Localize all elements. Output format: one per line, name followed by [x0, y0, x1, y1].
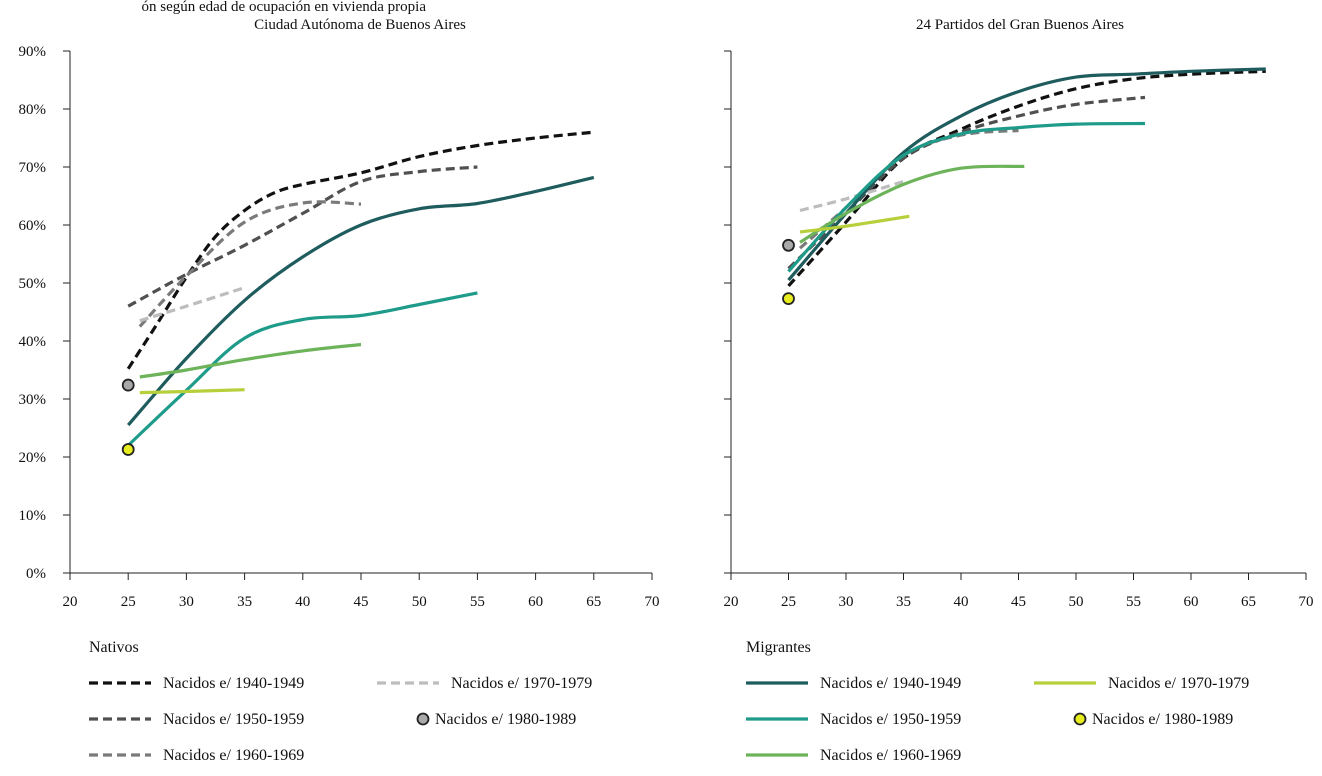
series-marker-nativos-1980-1989 [782, 238, 795, 252]
legend-item: Nacidos e/ 1950-1959 [746, 711, 961, 728]
series-marker-nativos-1980-1989 [121, 378, 135, 392]
plot-panel-2: 20 25 30 35 40 45 50 55 60 65 70 [724, 50, 1314, 610]
x-tick-label: 35 [237, 594, 252, 610]
legend-heading-migrantes: Migrantes [746, 639, 811, 656]
legend-item: Nacidos e/ 1980-1989 [416, 711, 576, 728]
series-line-nativos-1940-1949 [126, 130, 594, 370]
series-line-nativos-1940-1949 [787, 69, 1266, 287]
legend-item: Nacidos e/ 1950-1959 [89, 711, 304, 728]
x-tick-label: 65 [1241, 594, 1256, 610]
series-marker-migrantes-1980-1989 [782, 292, 795, 306]
series-line-nativos-1970-1979 [139, 286, 246, 323]
x-tick-label: 50 [412, 594, 427, 610]
series-line-migrantes-1960-1969 [799, 164, 1025, 244]
legend-label: Nacidos e/ 1980-1989 [1092, 711, 1233, 728]
series-line-nativos-1960-1969 [798, 128, 1019, 250]
legend-item: Nacidos e/ 1960-1969 [746, 747, 961, 764]
series-line-migrantes-1950-1959 [787, 121, 1146, 273]
legend-label: Nacidos e/ 1940-1949 [163, 675, 304, 692]
x-tick-label: 70 [1299, 594, 1314, 610]
x-tick-label: 30 [839, 594, 854, 610]
series-line-migrantes-1970-1979 [139, 388, 245, 395]
legend-item: Nacidos e/ 1940-1949 [89, 675, 304, 692]
series-marker-migrantes-1980-1989 [121, 443, 135, 456]
legend-label: Nacidos e/ 1980-1989 [435, 711, 576, 728]
legend-label: Nacidos e/ 1940-1949 [820, 675, 961, 692]
series-line-nativos-1950-1959 [127, 165, 478, 308]
x-tick-label: 60 [528, 594, 543, 610]
legend-label: Nacidos e/ 1970-1979 [451, 675, 592, 692]
x-tick-label: 55 [1126, 594, 1141, 610]
legend-item: Nacidos e/ 1970-1979 [1034, 675, 1249, 692]
series-line-migrantes-1960-1969 [139, 342, 362, 379]
x-tick-label: 45 [1011, 594, 1026, 610]
series-line-nativos-1960-1969 [138, 200, 362, 328]
x-tick-label: 40 [954, 594, 969, 610]
series-line-migrantes-1940-1949 [787, 67, 1266, 282]
x-tick-label: 25 [781, 594, 796, 610]
legend-label: Nacidos e/ 1970-1979 [1108, 675, 1249, 692]
x-tick-label: 20 [63, 594, 78, 610]
legend-marker [1073, 712, 1087, 726]
y-tick-label: 10% [19, 508, 47, 524]
x-tick-label: 55 [470, 594, 485, 610]
series-line-migrantes-1940-1949 [126, 175, 595, 427]
legend-item: Nacidos e/ 1970-1979 [377, 675, 592, 692]
x-tick-label: 45 [354, 594, 369, 610]
legend-item: Nacidos e/ 1980-1989 [1073, 711, 1233, 728]
series-line-migrantes-1950-1959 [127, 291, 478, 447]
y-tick-label: 0% [26, 566, 46, 582]
x-tick-label: 60 [1184, 594, 1199, 610]
x-tick-label: 25 [121, 594, 136, 610]
series-line-nativos-1970-1979 [799, 179, 904, 213]
y-tick-label: 20% [19, 450, 47, 466]
y-tick-label: 80% [19, 102, 47, 118]
plot-panel-1: 0% 10% 20% 30% 40% 50% 60% 70% 80% 90% 20 25 30 35 40 4… [19, 44, 660, 610]
series-line-migrantes-1970-1979 [799, 214, 910, 234]
x-tick-label: 40 [295, 594, 310, 610]
y-tick-label: 40% [19, 334, 47, 350]
left-panel-title: Ciudad Autónoma de Buenos Aires [254, 17, 466, 33]
legend-label: Nacidos e/ 1950-1959 [163, 711, 304, 728]
legend-heading-nativos: Nativos [89, 639, 139, 656]
legend-marker [416, 712, 430, 726]
y-tick-label: 50% [19, 276, 47, 292]
x-tick-label: 20 [724, 594, 739, 610]
legend-item: Nacidos e/ 1940-1949 [746, 675, 961, 692]
x-tick-label: 35 [896, 594, 911, 610]
y-tick-label: 70% [19, 160, 47, 176]
y-tick-label: 60% [19, 218, 47, 234]
legend-label: Nacidos e/ 1960-1969 [820, 747, 961, 764]
legend-label: Nacidos e/ 1950-1959 [820, 711, 961, 728]
legend-item: Nacidos e/ 1960-1969 [89, 747, 304, 764]
right-panel-title: 24 Partidos del Gran Buenos Aires [916, 17, 1124, 33]
x-tick-label: 65 [586, 594, 601, 610]
series-line-nativos-1950-1959 [787, 95, 1146, 270]
x-tick-label: 50 [1069, 594, 1084, 610]
page-title-partial: ón según edad de ocupación en vivienda p… [142, 0, 427, 15]
x-tick-label: 30 [179, 594, 194, 610]
x-tick-label: 70 [645, 594, 660, 610]
y-tick-label: 30% [19, 392, 47, 408]
y-tick-label: 90% [19, 44, 47, 60]
legend-label: Nacidos e/ 1960-1969 [163, 747, 304, 764]
